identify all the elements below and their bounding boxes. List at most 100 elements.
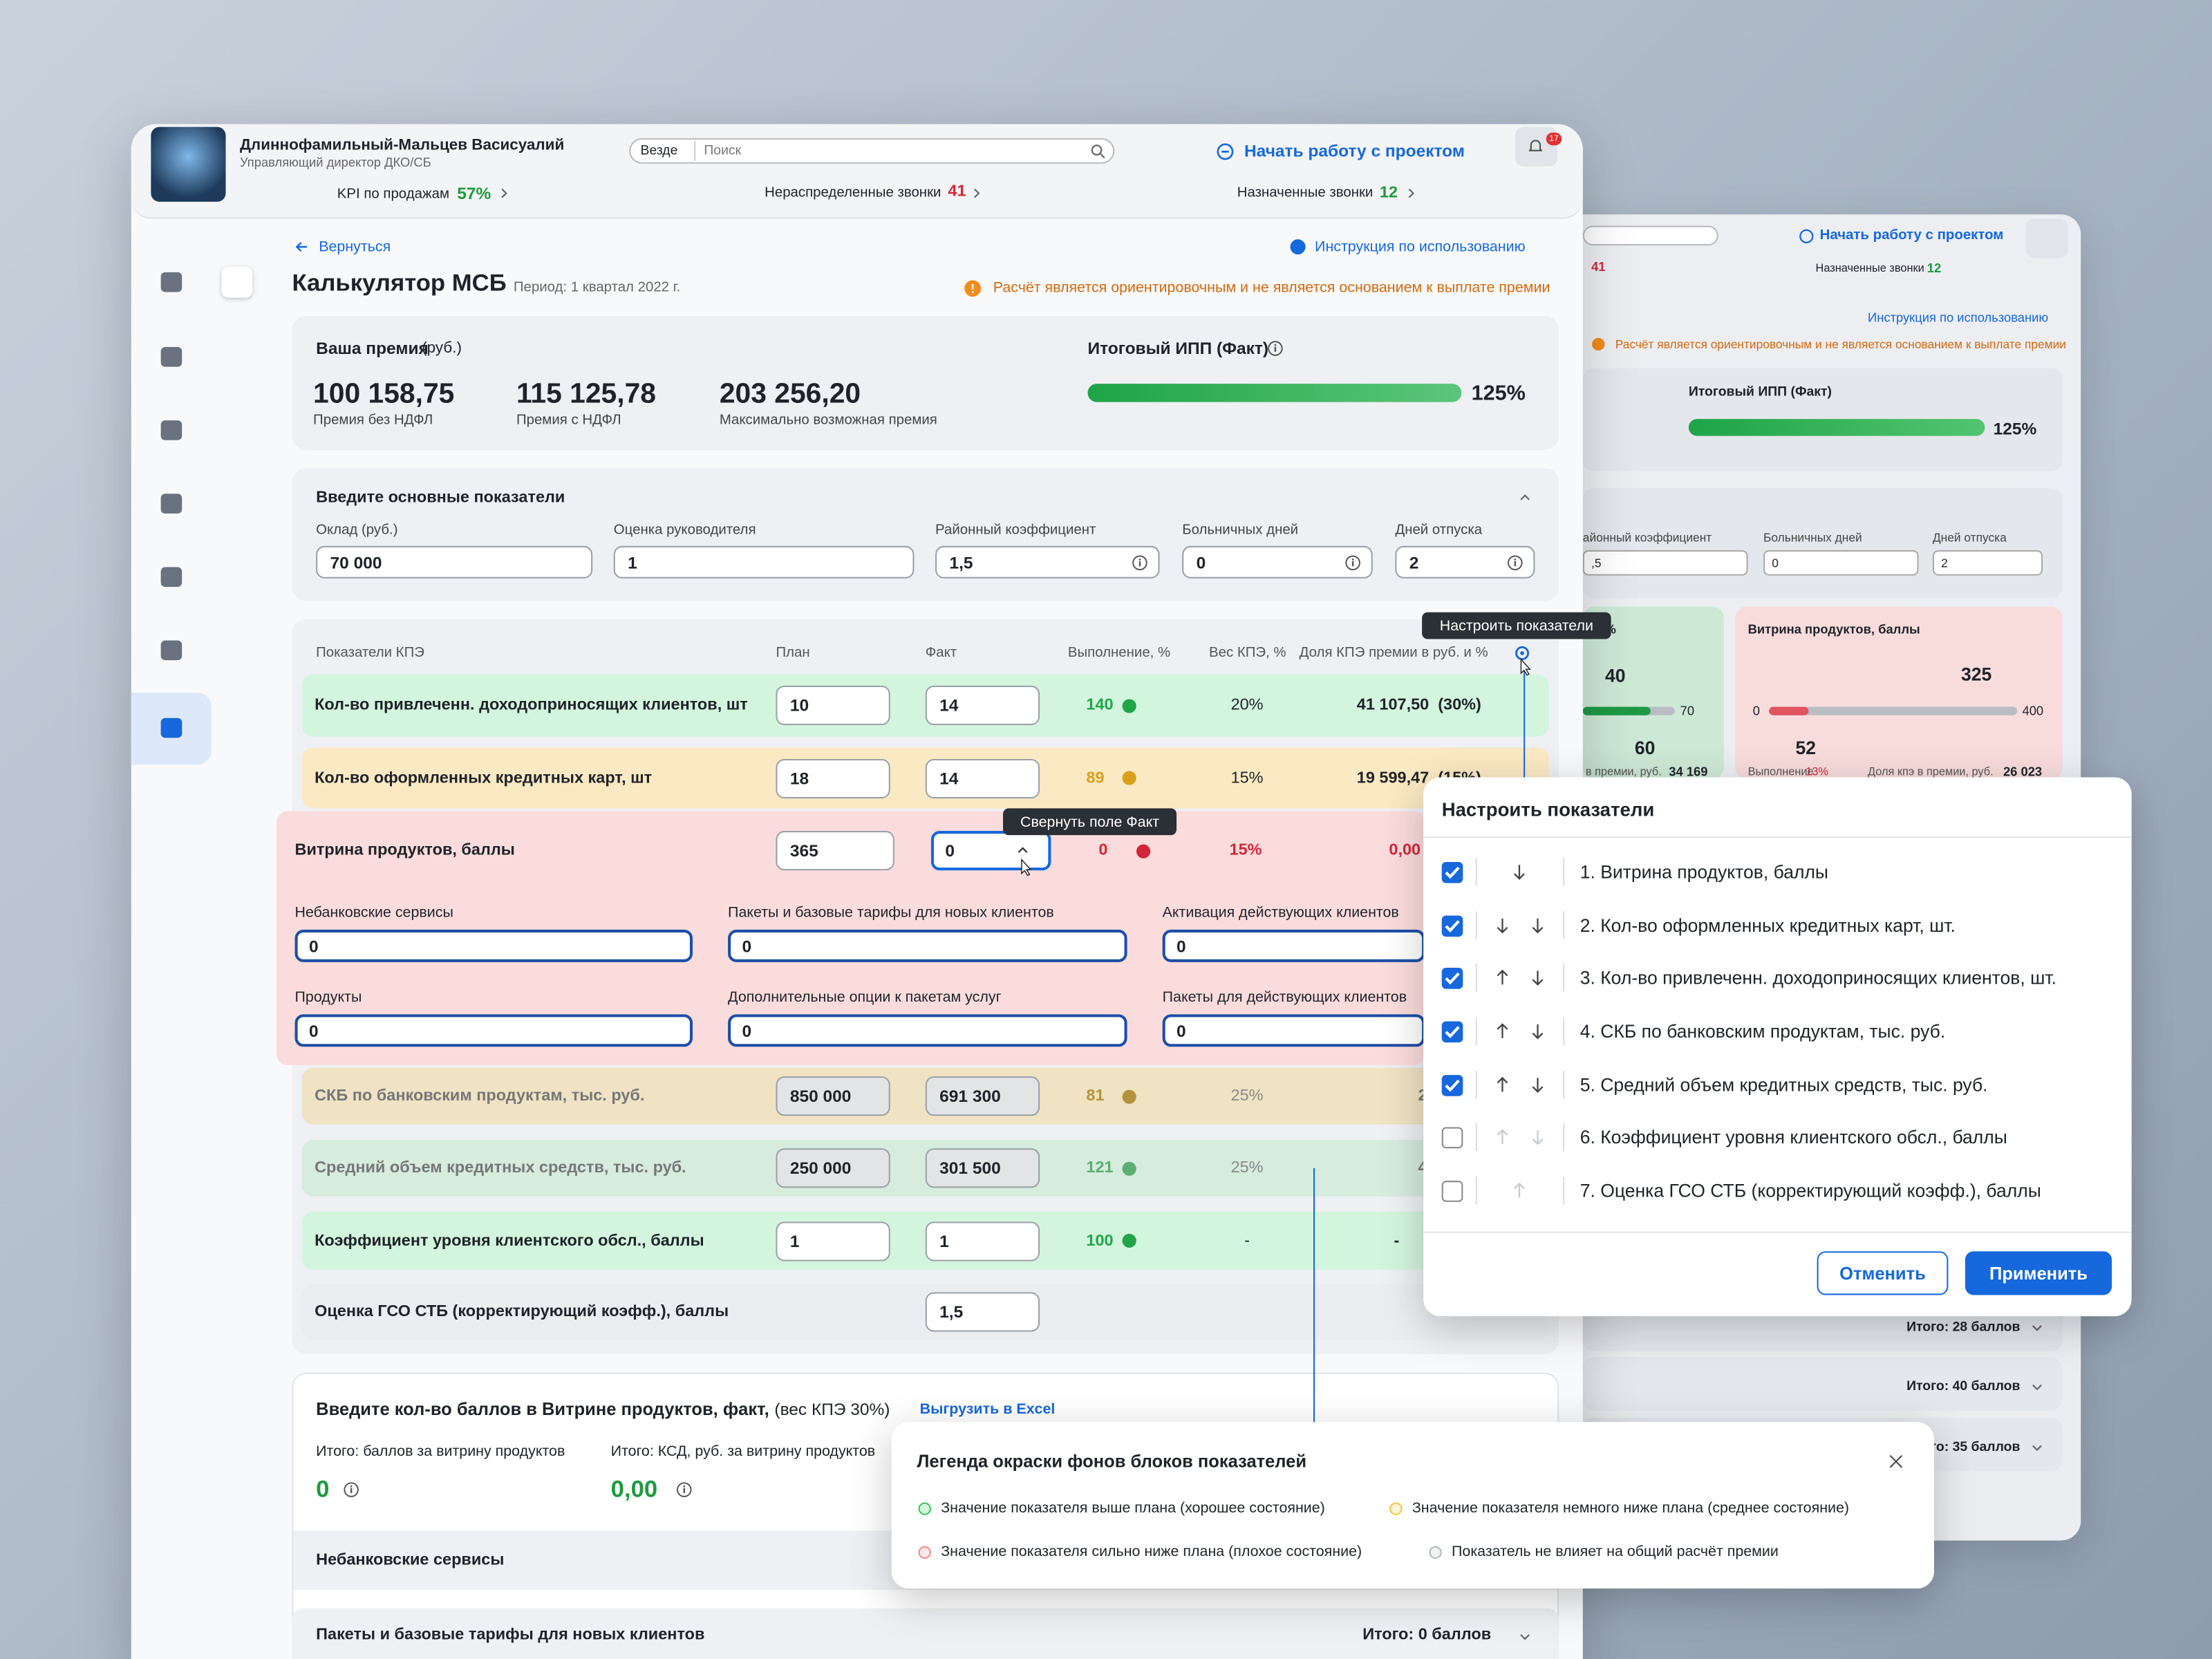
start-project[interactable]: Начать работу с проектом bbox=[1244, 141, 1465, 161]
field-input[interactable] bbox=[1932, 550, 2043, 576]
info-icon bbox=[1267, 340, 1284, 357]
plan-input[interactable] bbox=[776, 1221, 890, 1261]
field-input-value: 0 bbox=[1196, 552, 1206, 572]
nav-icon[interactable] bbox=[160, 640, 182, 661]
checkbox[interactable] bbox=[1441, 861, 1463, 883]
search-box[interactable] bbox=[629, 138, 1115, 164]
plan-input[interactable] bbox=[776, 685, 890, 725]
fact-input[interactable] bbox=[925, 685, 1040, 725]
bell-button[interactable] bbox=[2025, 218, 2068, 259]
checkbox[interactable] bbox=[1441, 1126, 1463, 1148]
field-input[interactable] bbox=[1395, 545, 1535, 579]
move-up[interactable] bbox=[1492, 1022, 1512, 1042]
move-down[interactable] bbox=[1528, 968, 1548, 988]
subfield-input[interactable] bbox=[1162, 1014, 1425, 1047]
field-input[interactable] bbox=[613, 545, 915, 579]
fact-input-value: 14 bbox=[939, 695, 959, 715]
collapse-button[interactable] bbox=[221, 266, 253, 298]
status-icon bbox=[1121, 1161, 1136, 1176]
field-input[interactable] bbox=[935, 545, 1160, 579]
search-icon bbox=[1090, 143, 1105, 158]
subfield-input[interactable] bbox=[294, 929, 693, 962]
assigned-value: 12 bbox=[1379, 185, 1398, 202]
move-down[interactable] bbox=[1528, 1022, 1548, 1042]
fact-input[interactable] bbox=[925, 1076, 1040, 1116]
progress-fill bbox=[1582, 706, 1651, 715]
subfield-label: Продукты bbox=[294, 988, 362, 1006]
unassigned-value: 41 bbox=[948, 183, 966, 200]
field-label: Дней отпуска bbox=[1395, 523, 1483, 538]
fact-input[interactable] bbox=[925, 758, 1040, 798]
field-input[interactable] bbox=[1182, 545, 1373, 579]
start-project[interactable]: Начать работу с проектом bbox=[1819, 227, 2004, 244]
fact-input[interactable] bbox=[925, 1148, 1040, 1188]
legend-item: Показатель не влияет на общий расчёт пре… bbox=[1452, 1543, 1779, 1561]
checkbox[interactable] bbox=[1441, 1074, 1463, 1096]
cancel-button[interactable] bbox=[1817, 1251, 1949, 1295]
divider bbox=[1563, 1177, 1565, 1205]
badge bbox=[1546, 132, 1562, 146]
settings-icon[interactable] bbox=[1512, 644, 1533, 664]
section-name: Пакеты и базовые тарифы для новых клиент… bbox=[316, 1627, 705, 1644]
connector bbox=[1524, 663, 1526, 787]
search-field bbox=[1582, 225, 1718, 246]
checkbox[interactable] bbox=[1441, 966, 1463, 988]
nav-icon[interactable] bbox=[160, 420, 182, 440]
instructions-link[interactable]: Инструкция по использованию bbox=[1868, 310, 2049, 325]
plan-input[interactable] bbox=[776, 1076, 890, 1116]
subfield-input[interactable] bbox=[728, 1014, 1127, 1047]
subfield-input[interactable] bbox=[1162, 929, 1425, 962]
plan-input[interactable] bbox=[776, 1148, 890, 1188]
plan-value: 70 bbox=[1680, 704, 1695, 718]
back-link[interactable]: Вернуться bbox=[319, 238, 391, 256]
plan-input[interactable] bbox=[776, 758, 890, 798]
chevron bbox=[2029, 1439, 2045, 1456]
share: 41 107,50 (30%) bbox=[1356, 697, 1481, 714]
assigned-label: Назначенные звонки bbox=[1815, 261, 1924, 274]
fact-input[interactable] bbox=[930, 831, 1051, 871]
nav-icon[interactable] bbox=[160, 567, 182, 587]
field-input[interactable] bbox=[1582, 550, 1748, 576]
checkbox[interactable] bbox=[1441, 1180, 1463, 1201]
field-input-value: 1,5 bbox=[949, 552, 973, 572]
apply-button[interactable] bbox=[1965, 1251, 2112, 1295]
column-header: Доля КПЭ премии в руб. и % bbox=[1299, 645, 1488, 662]
move-up[interactable] bbox=[1492, 1075, 1512, 1095]
apply-label: Применить bbox=[1989, 1263, 2088, 1284]
chevron bbox=[2029, 1378, 2045, 1395]
export-link[interactable]: Выгрузить в Excel bbox=[919, 1400, 1056, 1418]
nav-icon[interactable] bbox=[160, 347, 182, 367]
fact-input[interactable] bbox=[925, 1221, 1040, 1261]
nav-icon[interactable] bbox=[160, 272, 182, 292]
nav-icon[interactable] bbox=[160, 494, 182, 514]
warning-text: Расчёт является ориентировочным и не явл… bbox=[993, 279, 1550, 297]
fact-input[interactable] bbox=[925, 1292, 1040, 1332]
move-up[interactable] bbox=[1492, 968, 1512, 988]
subfield-input[interactable] bbox=[294, 1014, 693, 1047]
field-label: Оклад (руб.) bbox=[316, 523, 398, 538]
subfield-input[interactable] bbox=[728, 929, 1127, 962]
move-down[interactable] bbox=[1528, 1075, 1548, 1095]
subfield-input-value: 0 bbox=[308, 1020, 319, 1041]
move-down[interactable] bbox=[1492, 915, 1512, 935]
move-down[interactable] bbox=[1528, 1127, 1548, 1147]
instructions-link[interactable]: Инструкция по использованию bbox=[1315, 238, 1526, 256]
field-input[interactable] bbox=[1763, 550, 1919, 576]
move-up[interactable] bbox=[1492, 1127, 1512, 1147]
checkbox[interactable] bbox=[1441, 1020, 1463, 1042]
legend-dot bbox=[1428, 1545, 1441, 1559]
move-down[interactable] bbox=[1510, 862, 1530, 882]
share-label: Доля кпэ в премии, руб. bbox=[1868, 765, 1994, 778]
plan-input[interactable] bbox=[776, 831, 894, 871]
field-input[interactable] bbox=[316, 545, 593, 579]
move-up[interactable] bbox=[1510, 1181, 1530, 1201]
close-button[interactable] bbox=[1886, 1452, 1906, 1472]
warning-icon bbox=[963, 279, 982, 297]
divider bbox=[1423, 1231, 2132, 1233]
nav-icon[interactable] bbox=[160, 718, 182, 738]
divider bbox=[1475, 963, 1477, 992]
checkbox[interactable] bbox=[1441, 915, 1463, 937]
info-icon bbox=[1344, 554, 1361, 570]
move-down[interactable] bbox=[1528, 915, 1548, 935]
showcase-title: Введите кол-во баллов в Витрине продукто… bbox=[316, 1399, 769, 1420]
